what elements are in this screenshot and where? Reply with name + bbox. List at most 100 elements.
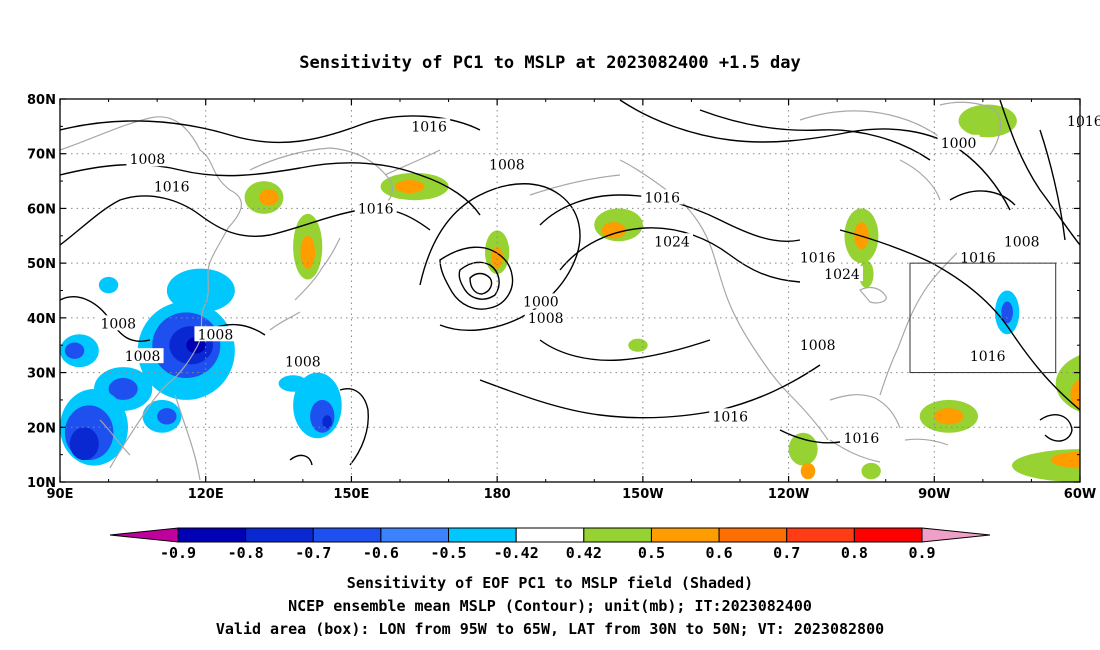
mslp-contour [999,99,1080,246]
contour-label: 1008 [485,156,528,174]
mslp-contour [339,388,369,466]
contour-labels: 1016100810161016100810161024100010081000… [97,112,1100,447]
colorbar-swatch [515,527,585,543]
contour-label: 1008 [121,348,164,365]
x-tick-label: 120E [188,487,224,502]
colorbar-swatch [245,527,314,543]
contour-label: 1008 [796,337,839,354]
shaded-region [934,408,964,425]
contour-label: 1016 [1063,112,1100,130]
shaded-region [861,462,881,480]
svg-text:1008: 1008 [130,152,166,168]
svg-text:1016: 1016 [1067,114,1100,130]
shaded-region [800,462,816,480]
coastline [859,286,887,304]
colorbar-swatch [650,527,720,543]
map-title: Sensitivity of PC1 to MSLP at 2023082400… [299,53,801,73]
contour-label: 1016 [354,200,397,217]
mslp-contour [1039,414,1073,442]
x-tick-label: 150E [333,487,369,502]
shaded-region [322,415,332,429]
x-tick-label: 90E [47,487,74,502]
shaded-region [278,375,308,392]
svg-text:1008: 1008 [528,311,564,327]
colorbar-swatch [448,527,517,543]
colorbar-swatch [786,527,855,543]
mslp-contour [539,339,711,362]
colorbar-label: -0.42 [494,544,539,562]
y-tick-label: 20N [27,421,56,436]
mslp-contour [779,429,841,444]
colorbar-swatch [583,527,652,543]
colorbar-label: 0.9 [908,544,935,562]
shaded-region [1070,378,1080,411]
colorbar-swatch [380,527,450,543]
contour-label: 1016 [796,249,839,267]
contour-label: 1016 [408,118,451,135]
contour-label: 1000 [519,293,562,310]
x-tick-label: 90W [918,487,950,502]
contour-label: 1016 [966,348,1009,365]
x-tick-label: 150W [622,487,663,502]
shaded-region [788,432,818,466]
shaded-region [1080,386,1100,413]
shaded-region [628,338,648,352]
shaded-region [64,342,85,359]
shaded-region [1001,301,1013,324]
latitude-ticks: 10N 20N 30N 40N 50N 60N 70N 80N [27,93,1080,491]
colorbar-label: -0.6 [363,544,399,562]
coastline [60,116,242,469]
mslp-contour [479,364,821,419]
colorbar-label: -0.8 [228,544,264,562]
footer-line-3: Valid area (box): LON from 95W to 65W, L… [216,620,884,638]
svg-text:1024: 1024 [654,234,690,250]
coastline [939,101,1002,156]
mslp-contour [559,227,801,283]
coastline [269,311,301,331]
svg-text:1000: 1000 [523,294,559,310]
y-tick-label: 50N [27,257,56,272]
colorbar-label: 0.7 [773,544,800,562]
contour-label: 1008 [281,353,324,371]
svg-text:1016: 1016 [712,409,748,425]
coastline [99,419,131,456]
colorbar-label: 0.42 [566,544,602,562]
colorbar-swatch [312,527,382,543]
coastline [294,237,341,301]
svg-text:1016: 1016 [154,180,190,196]
footer-line-1: Sensitivity of EOF PC1 to MSLP field (Sh… [347,574,753,592]
svg-text:1008: 1008 [285,355,321,371]
colorbar-right-arrow [921,527,991,543]
mslp-contour [419,183,581,332]
y-tick-label: 30N [27,367,56,382]
colorbar-swatch [177,527,247,543]
lat-lon-grid [60,99,1080,482]
svg-text:1008: 1008 [125,349,161,365]
shaded-region [300,235,316,269]
svg-text:1008: 1008 [198,327,234,343]
svg-text:1016: 1016 [411,119,447,135]
colorbar-label: 0.8 [841,544,868,562]
shaded-region [958,104,1017,138]
y-tick-label: 80N [27,93,56,108]
contour-label: 1008 [1000,233,1043,250]
y-tick-label: 70N [27,148,56,163]
svg-text:1016: 1016 [844,431,880,447]
mslp-contour [619,99,1011,211]
colorbar-label: -0.5 [430,544,466,562]
colorbar-label: -0.7 [295,544,331,562]
shaded-region [601,222,626,239]
mslp-contour [949,190,1016,206]
contour-label: 1016 [641,189,684,206]
svg-text:1016: 1016 [644,190,680,206]
contour-label: 1008 [97,315,140,332]
x-tick-label: 60W [1064,487,1096,502]
shaded-region [1050,451,1080,469]
mslp-contour [458,261,500,300]
map-panel: 1016100810161016100810161024100010081000… [27,93,1100,502]
colorbar-label: 0.6 [706,544,733,562]
contour-label: 1008 [126,151,169,168]
shaded-region [1095,274,1100,285]
coastline [899,159,941,201]
y-tick-label: 40N [27,312,56,327]
